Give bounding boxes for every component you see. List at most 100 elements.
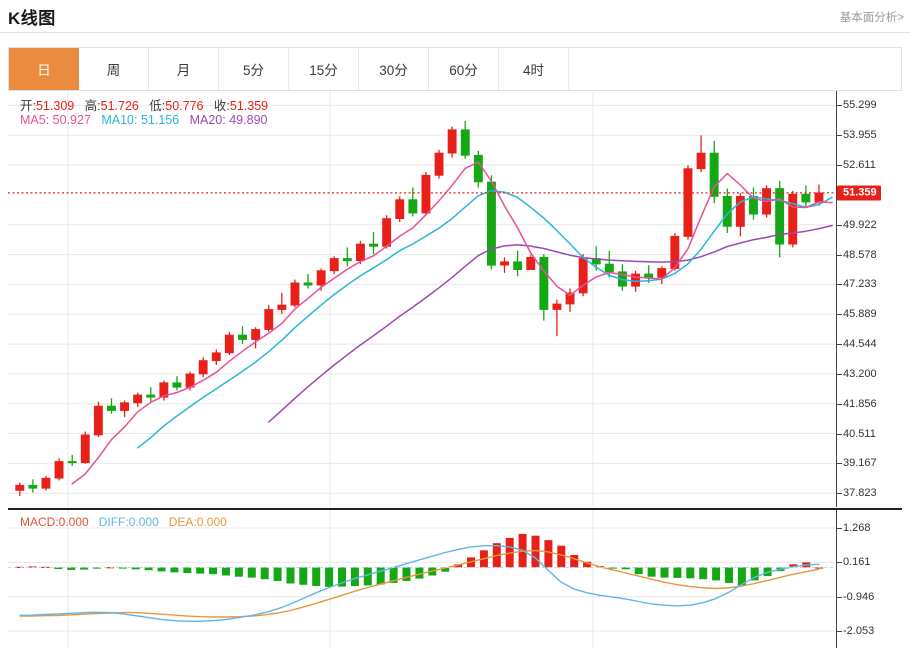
macd-bar — [260, 567, 269, 580]
macd-bar — [389, 567, 398, 583]
price-axis-tick-0: 55.299 — [837, 99, 877, 112]
close-label: 收: — [213, 99, 230, 113]
price-axis-tick-2: 52.611 — [837, 159, 876, 172]
macd-bar — [531, 535, 540, 568]
candle — [264, 305, 274, 332]
fundamental-analysis-link[interactable]: 基本面分析> — [839, 12, 904, 24]
macd-bar — [299, 567, 308, 585]
timeframe-tab-6[interactable]: 60分 — [429, 48, 499, 90]
diff-label: DIFF: — [98, 515, 129, 529]
macd-bar — [725, 567, 733, 583]
macd-axis: 1.268 0.161 -0.946 -2.053 — [836, 510, 902, 648]
price-plot[interactable] — [8, 91, 836, 507]
candle — [722, 188, 732, 233]
macd-bar — [634, 567, 643, 575]
macd-bar — [67, 567, 76, 570]
price-axis-tick-13: 37.823 — [837, 487, 877, 500]
candle — [735, 193, 745, 237]
macd-bar — [737, 567, 746, 586]
candle — [486, 175, 496, 270]
price-panel: 55.299 53.955 52.611 51.359 49.922 48.578 47.2… — [8, 91, 902, 507]
macd-svg — [8, 510, 836, 648]
candle — [447, 126, 457, 158]
timeframe-tab-0[interactable]: 日 — [9, 48, 79, 90]
macd-panel: 1.268 0.161 -0.946 -2.053 MACD:0.000 DIFF:0… — [8, 508, 902, 648]
candle — [342, 247, 352, 267]
macd-bar — [621, 567, 630, 570]
macd-axis-tick-1: 0.161 — [837, 556, 871, 569]
candlestick-svg — [8, 91, 836, 507]
macd-bar — [80, 567, 89, 570]
timeframe-tab-4[interactable]: 15分 — [289, 48, 359, 90]
candle — [421, 172, 431, 216]
candle — [80, 431, 90, 464]
macd-bar — [222, 567, 230, 576]
candle — [41, 475, 51, 491]
candle — [107, 398, 116, 414]
timeframe-tab-2[interactable]: 月 — [149, 48, 219, 90]
candle — [198, 357, 208, 378]
timeframe-tab-3[interactable]: 5分 — [219, 48, 289, 90]
macd-bar — [789, 564, 798, 568]
candle — [434, 149, 444, 179]
ma20-value: 49.890 — [229, 113, 268, 127]
low-value: 50.776 — [165, 99, 204, 113]
candle — [565, 288, 575, 312]
macd-bar — [234, 567, 243, 577]
price-axis-tick-7: 45.889 — [837, 308, 877, 321]
macd-readout: MACD:0.000 DIFF:0.000 DEA:0.000 — [20, 515, 227, 529]
ma20-label: MA20: — [189, 113, 226, 127]
candle — [93, 401, 103, 438]
high-value: 51.726 — [100, 99, 139, 113]
candle — [211, 349, 221, 365]
macd-bar — [338, 567, 346, 587]
price-axis-tick-6: 47.233 — [837, 278, 877, 291]
ma5-label: MA5: — [20, 113, 50, 127]
macd-bar — [286, 567, 295, 584]
macd-bar — [686, 567, 695, 579]
candle — [552, 299, 562, 337]
diff-value: 0.000 — [128, 515, 159, 529]
macd-plot[interactable] — [8, 510, 836, 648]
macd-bar — [196, 567, 205, 574]
price-axis-tick-12: 39.167 — [837, 457, 877, 470]
price-axis-tick-1: 53.955 — [837, 129, 877, 142]
candle — [133, 392, 143, 408]
current-price-tag: 51.359 — [837, 185, 881, 201]
page-header: K线图 基本面分析> — [0, 0, 910, 33]
timeframe-tab-1[interactable]: 周 — [79, 48, 149, 90]
macd-bar — [105, 567, 114, 569]
candle — [67, 454, 77, 466]
candle — [709, 140, 719, 203]
macd-bar — [170, 567, 179, 573]
macd-bar — [247, 567, 256, 578]
macd-label: MACD: — [20, 515, 59, 529]
macd-value: 0.000 — [58, 515, 89, 529]
macd-axis-tick-0: 1.268 — [837, 522, 871, 534]
candle — [683, 165, 693, 240]
price-axis-tick-4: 49.922 — [837, 218, 877, 231]
timeframe-tab-7[interactable]: 4时 — [499, 48, 569, 90]
macd-bar — [376, 567, 385, 585]
macd-bar — [454, 564, 463, 568]
macd-axis-tick-3: -2.053 — [836, 625, 875, 637]
chart-area: 55.299 53.955 52.611 51.359 49.922 48.578 47.2… — [8, 91, 902, 648]
page-title: K线图 — [8, 9, 56, 28]
macd-bar — [402, 567, 411, 581]
macd-bar — [647, 567, 656, 577]
ma10-label: MA10: — [101, 113, 138, 127]
macd-bar — [312, 567, 321, 586]
candle — [251, 327, 261, 349]
high-label: 高: — [84, 99, 101, 113]
macd-bar — [750, 567, 759, 581]
macd-bar — [144, 567, 153, 571]
low-label: 低: — [149, 99, 166, 113]
open-label: 开: — [20, 99, 36, 113]
ohlc-readout: 开:51.309 高:51.726 低:50.776 收:51.359 — [20, 95, 268, 114]
macd-axis-tick-2: -0.946 — [836, 590, 875, 603]
macd-bar — [583, 561, 592, 568]
timeframe-tab-5[interactable]: 30分 — [359, 48, 429, 90]
candle — [801, 185, 811, 208]
candle — [526, 255, 536, 270]
